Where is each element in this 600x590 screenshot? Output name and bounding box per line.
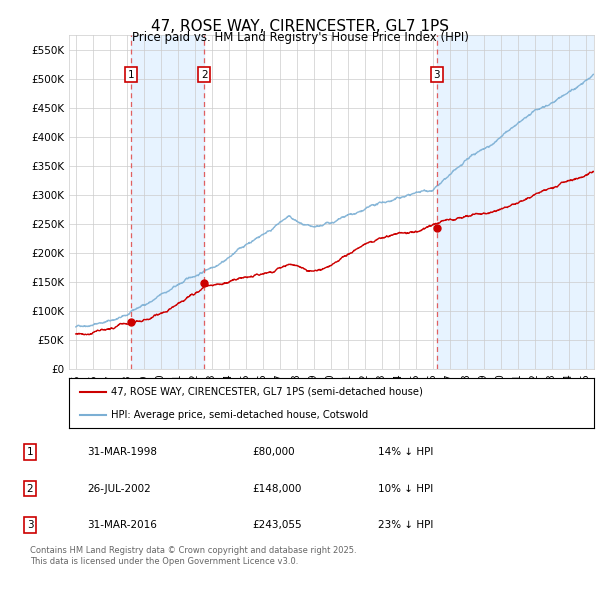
Text: HPI: Average price, semi-detached house, Cotswold: HPI: Average price, semi-detached house,…: [111, 410, 368, 420]
Text: 47, ROSE WAY, CIRENCESTER, GL7 1PS (semi-detached house): 47, ROSE WAY, CIRENCESTER, GL7 1PS (semi…: [111, 386, 423, 396]
Text: 10% ↓ HPI: 10% ↓ HPI: [378, 484, 433, 493]
Bar: [437, 35, 594, 369]
Text: 31-MAR-2016: 31-MAR-2016: [87, 520, 157, 530]
Text: 3: 3: [434, 70, 440, 80]
Text: 14% ↓ HPI: 14% ↓ HPI: [378, 447, 433, 457]
Text: £148,000: £148,000: [252, 484, 301, 493]
Text: £80,000: £80,000: [252, 447, 295, 457]
Text: £243,055: £243,055: [252, 520, 302, 530]
Text: Price paid vs. HM Land Registry's House Price Index (HPI): Price paid vs. HM Land Registry's House …: [131, 31, 469, 44]
Text: 26-JUL-2002: 26-JUL-2002: [87, 484, 151, 493]
Text: 2: 2: [201, 70, 208, 80]
Text: Contains HM Land Registry data © Crown copyright and database right 2025.
This d: Contains HM Land Registry data © Crown c…: [30, 546, 356, 566]
Text: 1: 1: [26, 447, 34, 457]
Bar: [131, 35, 205, 369]
Text: 23% ↓ HPI: 23% ↓ HPI: [378, 520, 433, 530]
Text: 47, ROSE WAY, CIRENCESTER, GL7 1PS: 47, ROSE WAY, CIRENCESTER, GL7 1PS: [151, 19, 449, 34]
Text: 3: 3: [26, 520, 34, 530]
Text: 31-MAR-1998: 31-MAR-1998: [87, 447, 157, 457]
Text: 2: 2: [26, 484, 34, 493]
Text: 1: 1: [128, 70, 134, 80]
